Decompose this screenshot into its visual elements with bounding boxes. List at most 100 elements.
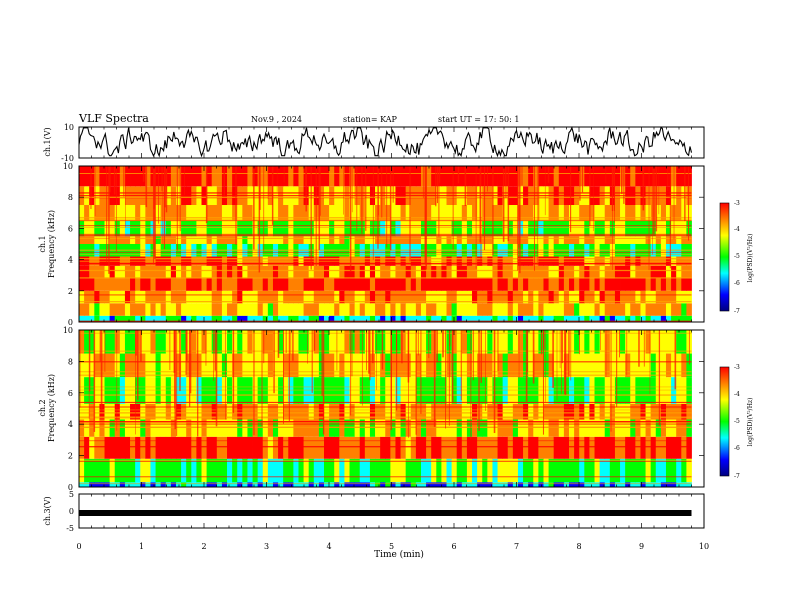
spectrogram-cell: [472, 377, 478, 404]
spectrogram-cell: [334, 403, 340, 420]
spectrogram-cell: [114, 482, 121, 487]
spectrogram-cell: [574, 353, 580, 378]
spectrogram-cell: [579, 315, 585, 322]
spectrogram-cell: [543, 166, 549, 187]
spectrogram-cell: [375, 436, 381, 459]
spectrogram-cell: [604, 436, 611, 459]
spectrogram-cell: [620, 315, 626, 322]
time-tick-label: 2: [201, 542, 206, 551]
spectrogram-cell: [206, 353, 213, 378]
spectrogram-cell: [512, 482, 519, 487]
spectrogram-cell: [349, 377, 356, 404]
spectrogram-cell: [186, 205, 192, 221]
spectrogram-cell: [574, 303, 580, 316]
spectrogram-cell: [375, 458, 381, 483]
spectrogram-cell: [221, 315, 228, 322]
spectrogram-cell: [247, 303, 253, 316]
spectrogram-cell: [364, 315, 371, 322]
spectrogram-cell: [604, 278, 611, 291]
spectrogram-cell: [620, 330, 626, 354]
spectrogram-cell: [451, 353, 458, 378]
spectrogram-cell: [410, 303, 417, 316]
spectrogram-cell: [625, 377, 631, 404]
spectrogram-cell: [339, 419, 345, 437]
spectrogram-cell: [369, 377, 376, 404]
spectrogram-cell: [472, 278, 478, 291]
spectrogram-cell: [579, 436, 585, 459]
spectrogram-cell: [390, 377, 396, 404]
spectrogram-cell: [569, 377, 575, 404]
spectrogram-cell: [553, 436, 560, 459]
spectrogram-cell: [186, 315, 192, 322]
spectrogram-cell: [104, 403, 111, 420]
spectrogram-cell: [94, 166, 100, 187]
spectrogram-cell: [145, 436, 151, 459]
spectrogram-cell: [436, 265, 442, 279]
spectrogram-cell: [589, 330, 595, 354]
spectrogram-cell: [686, 377, 692, 404]
spectrogram-cell: [395, 315, 401, 322]
spectrogram-cell: [318, 303, 325, 316]
spectrogram-cell: [160, 482, 167, 487]
spectrogram-cell: [140, 482, 146, 487]
spectrogram-cell: [410, 205, 417, 221]
spectrogram-cell: [599, 436, 606, 459]
spectrogram-cell: [324, 290, 330, 304]
spectrogram-cell: [237, 436, 243, 459]
spectrogram-cell: [206, 419, 213, 437]
spectrogram-cell: [431, 265, 437, 279]
spectrogram-cell: [579, 265, 585, 279]
spectrogram-cell: [232, 265, 238, 279]
spectrogram-cell: [303, 315, 310, 322]
spectrogram-cell: [165, 419, 172, 437]
spectrogram-cell: [660, 482, 667, 487]
spectrogram-cell: [451, 482, 458, 487]
spectrogram-cell: [405, 436, 412, 459]
colorbar-ch1-tick-3: -3: [734, 200, 740, 207]
spectrogram-cell: [548, 220, 555, 237]
spectrogram-cell: [579, 205, 585, 221]
spectrogram-cell: [620, 353, 626, 378]
spectrogram-cell: [94, 205, 100, 221]
spectrogram-cell: [599, 303, 606, 316]
spectrogram-cell: [181, 482, 187, 487]
spectrogram-cell: [553, 419, 560, 437]
spectrogram-cell: [420, 265, 427, 279]
spectrogram-cell: [283, 290, 289, 304]
spectrogram-cell: [655, 166, 662, 187]
time-tick-label: 5: [389, 542, 394, 551]
spectrogram-cell: [293, 220, 299, 237]
spectrogram-cell: [553, 166, 560, 187]
spectrogram-cell: [548, 303, 555, 316]
spectrogram-cell: [528, 290, 534, 304]
spectrogram-cell: [660, 290, 667, 304]
spectrogram-cell: [456, 482, 463, 487]
spectrogram-cell: [354, 205, 361, 221]
spectrogram-cell: [599, 419, 606, 437]
spectrogram-cell: [645, 315, 652, 322]
spectrogram-cell: [390, 482, 396, 487]
spectrogram-cell: [94, 403, 100, 420]
spectrogram-cell: [237, 458, 243, 483]
ch3-ytick-top: 5: [69, 490, 74, 499]
spectrogram-cell: [415, 403, 422, 420]
spectrogram-cell: [461, 419, 468, 437]
spectrogram-cell: [293, 236, 299, 244]
spectrogram-cell: [563, 205, 570, 221]
spectrogram-cell: [364, 220, 371, 237]
spectrogram-cell: [160, 265, 167, 279]
spectrogram-cell: [390, 458, 396, 483]
spectrogram-cell: [288, 353, 294, 378]
spectrogram-cell: [528, 205, 534, 221]
ch3-ytick-bottom: -5: [66, 524, 74, 533]
spectrogram-cell: [461, 278, 468, 291]
spectrogram-cell: [558, 220, 565, 237]
spectrogram-cell: [492, 205, 498, 221]
spectrogram-cell: [324, 436, 330, 459]
spectrogram-cell: [405, 290, 412, 304]
spectrogram-cell: [124, 265, 131, 279]
ch2-spectrogram-image: [79, 330, 692, 487]
time-tick-label: 10: [699, 542, 709, 551]
station-label: station= KAP: [343, 115, 397, 124]
spectrogram-cell: [89, 436, 95, 459]
